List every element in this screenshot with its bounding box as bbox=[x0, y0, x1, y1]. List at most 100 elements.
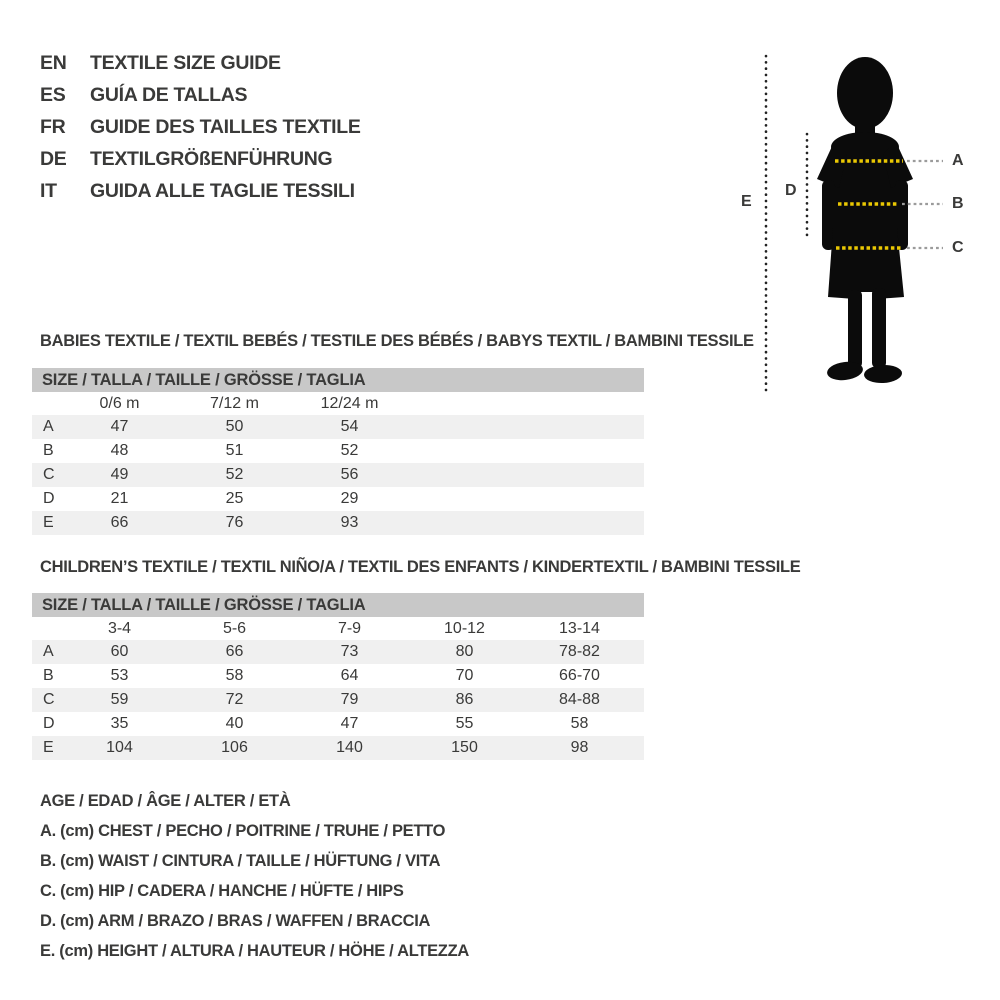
children-column-headers: 3-4 5-6 7-9 10-12 13-14 bbox=[32, 617, 644, 640]
size-cell: 66 bbox=[225, 643, 244, 660]
size-cell: 21 bbox=[110, 490, 129, 507]
lang-code: DE bbox=[40, 148, 67, 170]
table-row-e: E 104 106 140 150 98 bbox=[32, 736, 644, 760]
lang-label: GUIDE DES TAILLES TEXTILE bbox=[90, 116, 361, 138]
table-row-b: B 48 51 52 bbox=[32, 439, 644, 463]
size-cell: 59 bbox=[110, 691, 129, 708]
row-label: D bbox=[43, 715, 55, 732]
children-section-title: CHILDREN’S TEXTILE / TEXTIL NIÑO/A / TEX… bbox=[40, 558, 801, 576]
figure-label-b: B bbox=[952, 195, 964, 212]
language-header: EN TEXTILE SIZE GUIDE ES GUÍA DE TALLAS … bbox=[40, 47, 361, 207]
babies-size-table: SIZE / TALLA / TAILLE / GRÖSSE / TAGLIA … bbox=[32, 368, 644, 535]
row-label: A bbox=[43, 643, 54, 660]
lang-label: TEXTILGRÖßENFÜHRUNG bbox=[90, 148, 333, 170]
size-cell: 50 bbox=[225, 418, 244, 435]
table-row-d: D 21 25 29 bbox=[32, 487, 644, 511]
size-cell: 150 bbox=[451, 739, 478, 756]
measurement-legend: AGE / EDAD / ÂGE / ALTER / ETÀ A. (cm) C… bbox=[40, 786, 469, 966]
measurement-figure: A B C D E bbox=[730, 40, 1000, 410]
child-silhouette bbox=[817, 57, 913, 384]
size-cell: 93 bbox=[340, 514, 359, 531]
size-cell: 25 bbox=[225, 490, 244, 507]
size-cell: 106 bbox=[221, 739, 248, 756]
size-cell: 80 bbox=[455, 643, 474, 660]
table-row-a: A 60 66 73 80 78-82 bbox=[32, 640, 644, 664]
table-row-b: B 53 58 64 70 66-70 bbox=[32, 664, 644, 688]
size-cell: 47 bbox=[340, 715, 359, 732]
row-label: E bbox=[43, 514, 54, 531]
legend-age-line: AGE / EDAD / ÂGE / ALTER / ETÀ bbox=[40, 792, 291, 810]
size-cell: 76 bbox=[225, 514, 244, 531]
legend-item-hip: C. (cm) HIP / CADERA / HANCHE / HÜFTE / … bbox=[40, 882, 404, 900]
size-cell: 49 bbox=[110, 466, 129, 483]
legend-item-height: E. (cm) HEIGHT / ALTURA / HAUTEUR / HÖHE… bbox=[40, 942, 469, 960]
lang-row-fr: FR GUIDE DES TAILLES TEXTILE bbox=[40, 111, 361, 143]
size-header-bar: SIZE / TALLA / TAILLE / GRÖSSE / TAGLIA bbox=[32, 593, 644, 617]
lang-row-es: ES GUÍA DE TALLAS bbox=[40, 79, 361, 111]
size-cell: 54 bbox=[340, 418, 359, 435]
size-cell: 140 bbox=[336, 739, 363, 756]
column-header: 5-6 bbox=[222, 620, 247, 637]
size-cell: 51 bbox=[225, 442, 244, 459]
size-cell: 40 bbox=[225, 715, 244, 732]
size-cell: 53 bbox=[110, 667, 129, 684]
row-label: A bbox=[43, 418, 54, 435]
figure-label-e: E bbox=[741, 193, 752, 210]
table-row-a: A 47 50 54 bbox=[32, 415, 644, 439]
legend-item-arm: D. (cm) ARM / BRAZO / BRAS / WAFFEN / BR… bbox=[40, 912, 431, 930]
babies-section-title: BABIES TEXTILE / TEXTIL BEBÉS / TESTILE … bbox=[40, 332, 754, 350]
column-header: 7/12 m bbox=[210, 395, 259, 412]
lang-code: FR bbox=[40, 116, 66, 138]
size-header-bar: SIZE / TALLA / TAILLE / GRÖSSE / TAGLIA bbox=[32, 368, 644, 392]
table-row-c: C 49 52 56 bbox=[32, 463, 644, 487]
row-label: E bbox=[43, 739, 54, 756]
size-cell: 73 bbox=[340, 643, 359, 660]
size-cell: 35 bbox=[110, 715, 129, 732]
column-header: 12/24 m bbox=[320, 395, 379, 412]
row-label: B bbox=[43, 442, 54, 459]
column-header: 0/6 m bbox=[99, 395, 140, 412]
legend-item-waist: B. (cm) WAIST / CINTURA / TAILLE / HÜFTU… bbox=[40, 852, 441, 870]
child-silhouette-diagram bbox=[764, 54, 943, 395]
row-label: C bbox=[43, 691, 55, 708]
column-header: 7-9 bbox=[337, 620, 362, 637]
lang-label: GUIDA ALLE TAGLIE TESSILI bbox=[90, 180, 355, 202]
lang-code: EN bbox=[40, 52, 67, 74]
row-label: B bbox=[43, 667, 54, 684]
size-cell: 52 bbox=[225, 466, 244, 483]
size-cell: 64 bbox=[340, 667, 359, 684]
table-row-e: E 66 76 93 bbox=[32, 511, 644, 535]
babies-column-headers: 0/6 m 7/12 m 12/24 m bbox=[32, 392, 644, 415]
lang-row-de: DE TEXTILGRÖßENFÜHRUNG bbox=[40, 143, 361, 175]
size-cell: 84-88 bbox=[559, 691, 600, 708]
size-cell: 72 bbox=[225, 691, 244, 708]
size-cell: 104 bbox=[106, 739, 133, 756]
size-cell: 47 bbox=[110, 418, 129, 435]
column-header: 13-14 bbox=[559, 620, 600, 637]
column-header: 3-4 bbox=[107, 620, 132, 637]
size-cell: 79 bbox=[340, 691, 359, 708]
size-cell: 86 bbox=[455, 691, 474, 708]
size-cell: 66-70 bbox=[559, 667, 600, 684]
size-cell: 66 bbox=[110, 514, 129, 531]
size-cell: 70 bbox=[455, 667, 474, 684]
legend-item-chest: A. (cm) CHEST / PECHO / POITRINE / TRUHE… bbox=[40, 822, 446, 840]
lang-label: TEXTILE SIZE GUIDE bbox=[90, 52, 281, 74]
table-row-d: D 35 40 47 55 58 bbox=[32, 712, 644, 736]
figure-label-a: A bbox=[952, 152, 964, 169]
lang-code: ES bbox=[40, 84, 66, 106]
children-size-table: SIZE / TALLA / TAILLE / GRÖSSE / TAGLIA … bbox=[32, 593, 644, 760]
size-cell: 55 bbox=[455, 715, 474, 732]
lang-row-en: EN TEXTILE SIZE GUIDE bbox=[40, 47, 361, 79]
row-label: C bbox=[43, 466, 55, 483]
lang-label: GUÍA DE TALLAS bbox=[90, 84, 248, 106]
size-cell: 58 bbox=[225, 667, 244, 684]
row-label: D bbox=[43, 490, 55, 507]
column-header: 10-12 bbox=[444, 620, 485, 637]
size-cell: 98 bbox=[570, 739, 589, 756]
figure-label-c: C bbox=[952, 239, 964, 256]
column-header-spacer bbox=[32, 617, 62, 640]
figure-label-d: D bbox=[785, 182, 797, 199]
lang-row-it: IT GUIDA ALLE TAGLIE TESSILI bbox=[40, 175, 361, 207]
